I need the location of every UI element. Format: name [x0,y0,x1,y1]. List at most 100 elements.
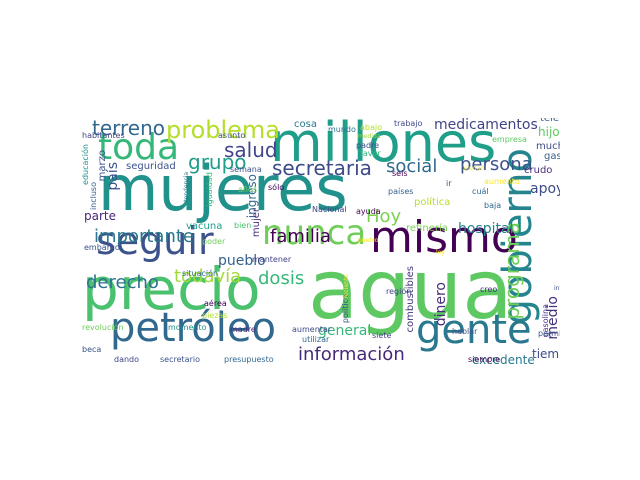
cloud-word: pueblo [358,237,379,244]
cloud-word: marzo [97,150,108,182]
cloud-word: abajo [360,123,382,132]
cloud-word: excedente [472,353,535,364]
cloud-word: cuál [472,187,489,196]
cloud-word: seis [392,169,408,178]
cloud-word: situación [182,269,219,278]
cloud-word: momento [168,323,207,332]
cloud-word: crudo [524,165,553,176]
cloud-word: dinero [433,282,449,327]
cloud-word: derecho [86,272,159,293]
cloud-word: millones [270,118,497,174]
cloud-word: todavía [174,266,242,287]
cloud-word: favor [360,149,381,158]
cloud-word: gente [416,307,532,353]
cloud-word: mujeres [98,152,348,225]
cloud-word: seguridad [126,161,176,172]
cloud-word: parte [84,209,116,223]
cloud-word: siempre [468,355,501,364]
cloud-word: incluso [89,182,98,211]
cloud-word: asunto [218,131,246,140]
cloud-word: grupo [188,150,247,174]
cloud-word: terreno [92,118,166,140]
cloud-word: aumento [484,177,520,186]
word-cloud: mujeres agua millones precio gobierno mi… [80,118,560,364]
cloud-word: aérea [204,299,227,308]
cloud-word: social [386,156,438,177]
cloud-word: Nacional [312,205,347,214]
cloud-word: refinería [406,223,448,234]
cloud-word: persona [460,154,533,175]
cloud-word: muchas [536,141,560,152]
cloud-word: importante [94,226,195,247]
cloud-word: semana [230,165,262,174]
cloud-word: siete [372,331,392,340]
cloud-word: política [414,197,451,208]
cloud-word: seguir [96,219,214,263]
cloud-word: general [318,323,372,339]
cloud-word: igualdad [205,172,214,207]
cloud-word: embargo [84,243,120,252]
cloud-word: vacuna [186,221,223,232]
cloud-word: habitantes [82,131,125,140]
cloud-word: región [386,287,412,296]
cloud-word: ayuda [356,207,381,216]
cloud-word: tendencia [183,172,190,202]
cloud-word: petróleo [110,305,276,351]
cloud-word: medicamentos [434,118,538,133]
cloud-word: gas [544,151,560,162]
cloud-word: creo [480,285,498,294]
cloud-word: trabajo [394,119,423,128]
cloud-word: teléfono [540,118,560,124]
cloud-word: presupuesto [224,355,274,364]
cloud-word: hijos [538,125,560,139]
cloud-word: tiempo [532,347,560,361]
cloud-word: aumentar [292,325,332,334]
cloud-word: revolución [82,323,124,332]
cloud-word: informe [554,285,560,292]
cloud-word: bien [234,221,252,230]
cloud-word: países [388,187,414,196]
cloud-word: madre [230,325,256,334]
cloud-word: dosis [258,268,305,289]
cloud-word: agua [308,243,513,338]
cloud-word: familia [270,226,331,247]
cloud-word: nunca [262,213,367,253]
cloud-word: cosa [294,119,317,130]
cloud-word: beca [82,345,102,354]
cloud-word: toda [98,127,180,168]
cloud-word: mujer [251,208,262,238]
cloud-word: salud [224,138,278,162]
cloud-word: ley [436,249,445,256]
cloud-word: hablar [452,327,478,336]
cloud-word: mundo [328,125,356,134]
cloud-word: reciente [343,274,350,299]
cloud-word: baja [484,201,502,210]
cloud-word: educación [81,144,90,185]
cloud-word: ir [446,179,452,188]
cloud-word: mantener [252,255,292,264]
cloud-word: problema [166,118,281,144]
cloud-word: sólo [268,183,285,192]
cloud-word: medida [358,133,381,140]
cloud-word: secretario [160,355,200,364]
cloud-word: años [238,185,258,194]
cloud-word: permiso [538,329,560,338]
cloud-word: apoyo [530,181,560,197]
cloud-word: precio [82,255,261,323]
cloud-word: padre [356,141,380,150]
cloud-word: pueblo [218,253,266,269]
cloud-word: dando [114,355,140,364]
cloud-word: empresa [492,135,527,144]
cloud-word: combustibles [405,266,416,333]
cloud-word: Hoy [366,206,402,227]
cloud-word: información [298,344,405,364]
cloud-word: ciudad [464,165,485,172]
cloud-word: piezas [202,311,228,320]
cloud-word: poder [202,237,226,246]
cloud-word: hospital [458,221,514,237]
cloud-word: secretaria [272,156,372,180]
cloud-word: país [105,162,121,191]
cloud-word: utilizar [302,335,330,344]
cloud-word: mismo [370,212,518,263]
